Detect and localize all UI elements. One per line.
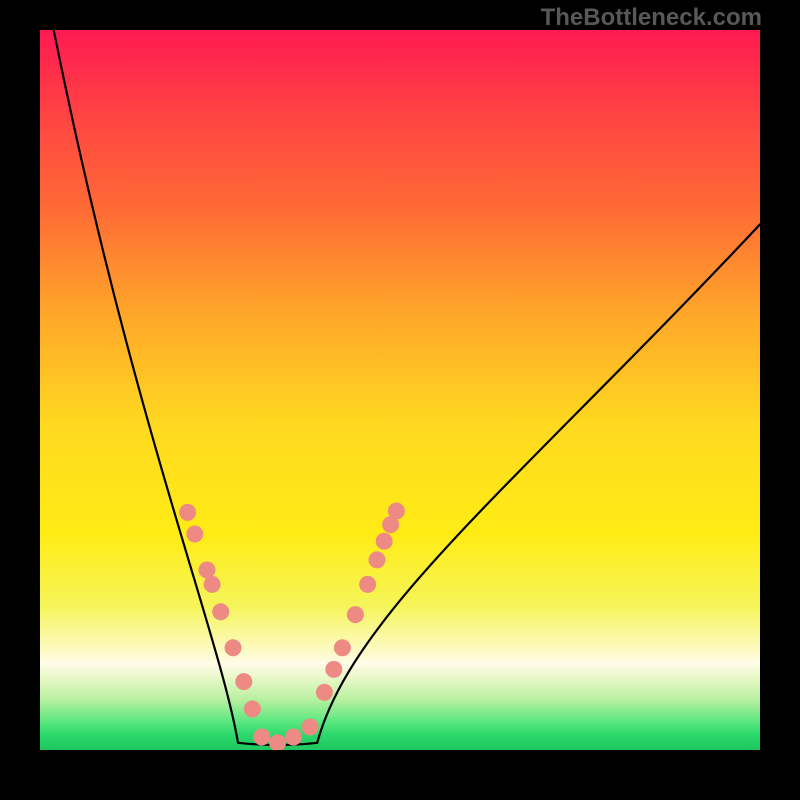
data-marker: [235, 673, 252, 690]
plot-area: [40, 30, 760, 750]
data-marker: [334, 639, 351, 656]
data-marker: [285, 729, 302, 746]
data-marker: [212, 603, 229, 620]
chart-container: TheBottleneck.com: [0, 0, 800, 800]
data-marker: [325, 661, 342, 678]
data-marker: [244, 701, 261, 718]
data-marker: [225, 639, 242, 656]
data-marker: [179, 504, 196, 521]
data-marker: [316, 684, 333, 701]
data-marker: [347, 606, 364, 623]
watermark-text: TheBottleneck.com: [541, 4, 762, 32]
data-marker: [359, 576, 376, 593]
gradient-background: [40, 30, 760, 750]
data-marker: [302, 719, 319, 736]
data-marker: [253, 729, 270, 746]
data-marker: [369, 551, 386, 568]
data-marker: [388, 503, 405, 520]
data-marker: [186, 526, 203, 543]
data-marker: [376, 533, 393, 550]
data-marker: [204, 576, 221, 593]
